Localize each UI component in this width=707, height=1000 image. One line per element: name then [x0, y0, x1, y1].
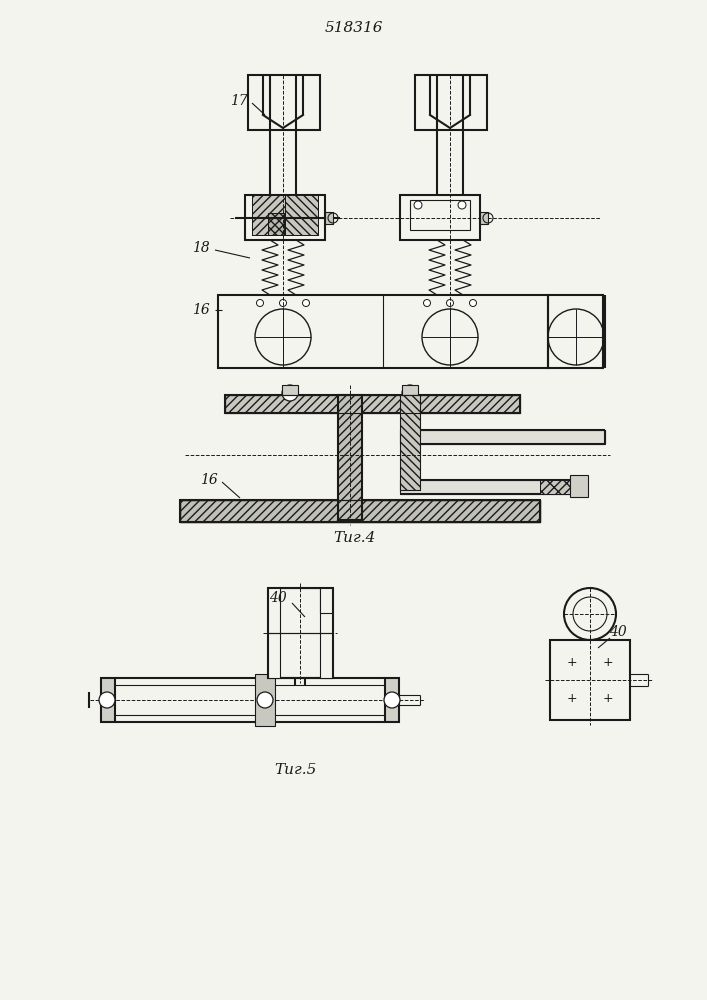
Circle shape: [458, 201, 466, 209]
Bar: [180, 500, 540, 522]
Bar: [410, 200, 470, 230]
Bar: [320, 633, 332, 678]
Text: 18: 18: [192, 241, 210, 255]
Bar: [480, 212, 488, 224]
Bar: [400, 395, 420, 490]
Circle shape: [447, 300, 453, 306]
Bar: [225, 395, 520, 413]
Circle shape: [469, 300, 477, 306]
Text: +: +: [602, 656, 613, 668]
Bar: [320, 588, 332, 613]
Bar: [548, 295, 603, 368]
Bar: [285, 195, 318, 235]
Circle shape: [99, 692, 115, 708]
Text: Τиг.4: Τиг.4: [333, 531, 375, 545]
Text: +: +: [567, 692, 578, 704]
Bar: [268, 633, 280, 678]
Bar: [285, 195, 318, 235]
Text: 40: 40: [269, 591, 287, 605]
Circle shape: [423, 300, 431, 306]
Circle shape: [282, 385, 298, 401]
Bar: [252, 195, 285, 235]
Bar: [180, 500, 540, 522]
Text: 40: 40: [609, 625, 627, 639]
Bar: [225, 395, 520, 413]
Bar: [338, 395, 362, 520]
Circle shape: [402, 385, 418, 401]
Bar: [268, 588, 333, 678]
Circle shape: [257, 692, 273, 708]
Bar: [550, 640, 630, 720]
Bar: [252, 195, 285, 235]
Circle shape: [384, 692, 400, 708]
Bar: [338, 395, 362, 520]
Bar: [400, 395, 420, 490]
Text: Τиг.5: Τиг.5: [274, 763, 316, 777]
Bar: [540, 480, 570, 494]
Text: +: +: [567, 656, 578, 668]
Bar: [415, 75, 487, 130]
Bar: [225, 395, 520, 413]
Bar: [400, 430, 605, 444]
Bar: [325, 212, 333, 224]
Bar: [570, 475, 588, 497]
Bar: [255, 674, 275, 726]
Bar: [282, 385, 298, 395]
Text: 16: 16: [192, 303, 210, 317]
Circle shape: [279, 300, 286, 306]
Text: 518316: 518316: [325, 21, 383, 35]
Bar: [218, 295, 548, 368]
Bar: [400, 480, 570, 494]
Bar: [180, 500, 540, 522]
Bar: [280, 588, 320, 633]
Text: +: +: [602, 692, 613, 704]
Bar: [338, 395, 362, 520]
Bar: [268, 213, 284, 235]
Bar: [400, 395, 420, 490]
Circle shape: [303, 300, 310, 306]
Bar: [101, 678, 115, 722]
Text: 17: 17: [230, 94, 248, 108]
Bar: [268, 213, 284, 235]
Bar: [248, 75, 320, 130]
Circle shape: [257, 300, 264, 306]
Bar: [540, 480, 570, 494]
Circle shape: [414, 201, 422, 209]
Bar: [245, 195, 325, 240]
Bar: [400, 195, 480, 240]
Bar: [402, 385, 418, 395]
Bar: [385, 678, 399, 722]
Text: 16: 16: [200, 473, 218, 487]
